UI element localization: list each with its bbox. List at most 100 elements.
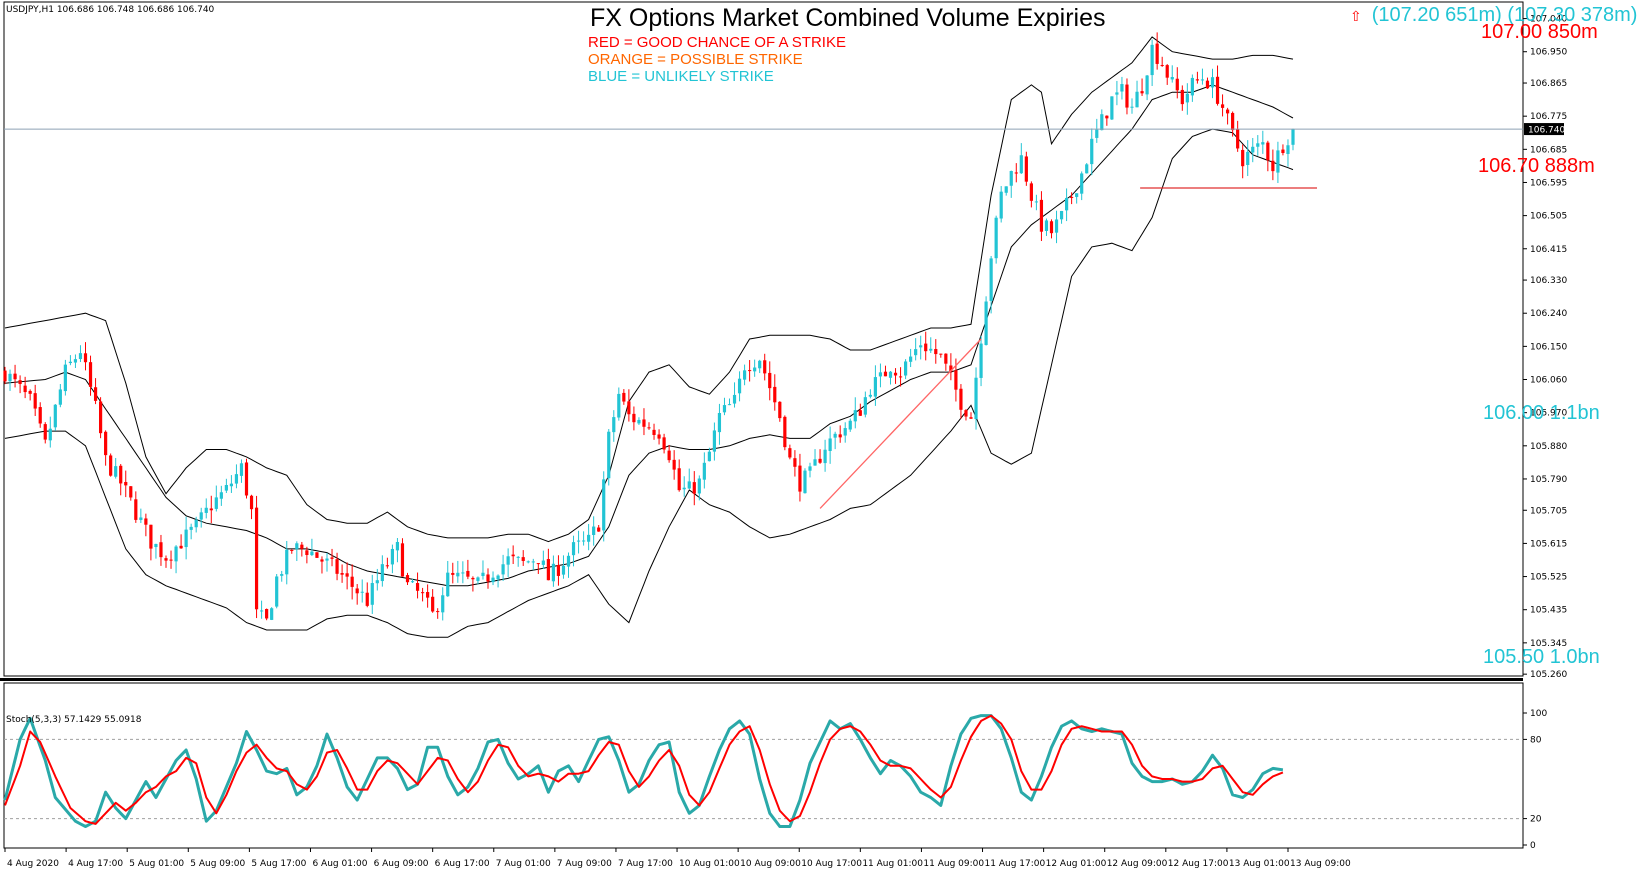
candle [466, 559, 470, 580]
candle-body [1014, 172, 1018, 174]
candle-body [3, 370, 7, 382]
candle-body [476, 577, 480, 581]
candle-body [929, 348, 933, 351]
candle [390, 544, 395, 574]
candle-body [647, 427, 651, 429]
time-tick-label: 11 Aug 09:00 [923, 859, 984, 869]
candle [1160, 56, 1164, 67]
candle [420, 587, 425, 602]
candle-body [1110, 96, 1114, 120]
candle [1220, 94, 1225, 117]
candle [868, 389, 872, 399]
candle-body [1049, 221, 1054, 234]
candle-body [254, 507, 259, 610]
candle [476, 576, 480, 585]
price-tick-label: 106.415 [1530, 245, 1567, 255]
candle [1170, 65, 1174, 83]
candle-body [768, 372, 772, 389]
candle [1190, 74, 1194, 102]
candle-body [969, 417, 973, 419]
candle-body [325, 558, 329, 561]
candle [48, 416, 52, 448]
candle [909, 348, 913, 368]
time-tick-label: 10 Aug 09:00 [740, 859, 801, 869]
candle-body [999, 191, 1003, 219]
candle-body [526, 561, 530, 563]
candle [1261, 130, 1265, 154]
stochastic-axis: 100 80 20 0 [1523, 709, 1547, 851]
candle [1225, 107, 1230, 125]
candle [456, 560, 460, 583]
candle-body [290, 549, 294, 551]
candle-body [823, 449, 827, 464]
candle [999, 186, 1003, 223]
candle [642, 408, 646, 436]
candle [1271, 149, 1275, 181]
candle [164, 555, 168, 568]
candle-body [627, 401, 631, 415]
candle [1110, 96, 1114, 120]
candle [607, 429, 611, 486]
candle [310, 538, 314, 557]
candle-body [753, 367, 757, 372]
strike-105-50: 105.50 1.0bn [1483, 646, 1600, 668]
candle-body [300, 544, 304, 549]
candle-body [873, 377, 878, 397]
candle [587, 523, 591, 551]
stoch-tick-label: 20 [1530, 815, 1542, 825]
price-tick-label: 105.435 [1530, 606, 1567, 616]
time-tick-label: 13 Aug 01:00 [1229, 859, 1290, 869]
time-tick-label: 12 Aug 17:00 [1168, 859, 1229, 869]
candle [793, 450, 797, 477]
candle-body [410, 581, 415, 583]
candle-body [426, 592, 430, 598]
candle-body [571, 542, 576, 556]
candle-body [340, 573, 344, 575]
candle-body [868, 394, 872, 397]
stochastic-panel-border [3, 682, 1524, 849]
candle [58, 384, 62, 408]
candle-body [365, 592, 369, 606]
candle-body [466, 570, 470, 577]
candle-body [1170, 77, 1174, 80]
candle-body [270, 608, 274, 620]
candle-body [390, 548, 395, 565]
price-tick-label: 105.260 [1530, 670, 1567, 680]
candle-body [1085, 164, 1089, 174]
candle-body [1054, 219, 1059, 233]
candle-body [491, 577, 495, 583]
stochastic-panel-frame [3, 682, 1524, 849]
candle-body [944, 353, 948, 364]
price-tick-label: 105.970 [1530, 409, 1567, 419]
candle-body [23, 385, 27, 393]
candle-body [1291, 129, 1295, 145]
candle [1205, 77, 1210, 89]
candle [129, 486, 133, 501]
candle [1195, 71, 1200, 84]
strike-top-text: (107.20 651m) (107.30 378m) [1371, 4, 1638, 26]
candle-body [1080, 173, 1084, 194]
strike-106-70: 106.70 888m [1478, 155, 1595, 177]
candle-body [239, 463, 244, 476]
candle-body [415, 582, 420, 591]
candle-body [1236, 129, 1240, 149]
candle [929, 337, 933, 353]
candle-body [501, 564, 505, 575]
bollinger-middle-line [4, 84, 1294, 587]
time-tick-label: 5 Aug 17:00 [251, 859, 306, 869]
candle [903, 359, 908, 380]
candle [727, 398, 732, 406]
price-tick-label: 105.790 [1530, 475, 1567, 485]
candle-body [763, 360, 767, 374]
price-tick-label: 106.950 [1530, 48, 1567, 58]
time-tick-label: 11 Aug 17:00 [985, 859, 1046, 869]
candle-body [209, 508, 213, 511]
candle-body [602, 479, 606, 531]
candle-body [717, 412, 722, 433]
candle [1281, 144, 1285, 156]
candle [848, 418, 852, 432]
candle [949, 353, 953, 381]
candle-body [1120, 84, 1124, 92]
candle-body [1180, 89, 1184, 105]
candle-body [722, 405, 727, 413]
